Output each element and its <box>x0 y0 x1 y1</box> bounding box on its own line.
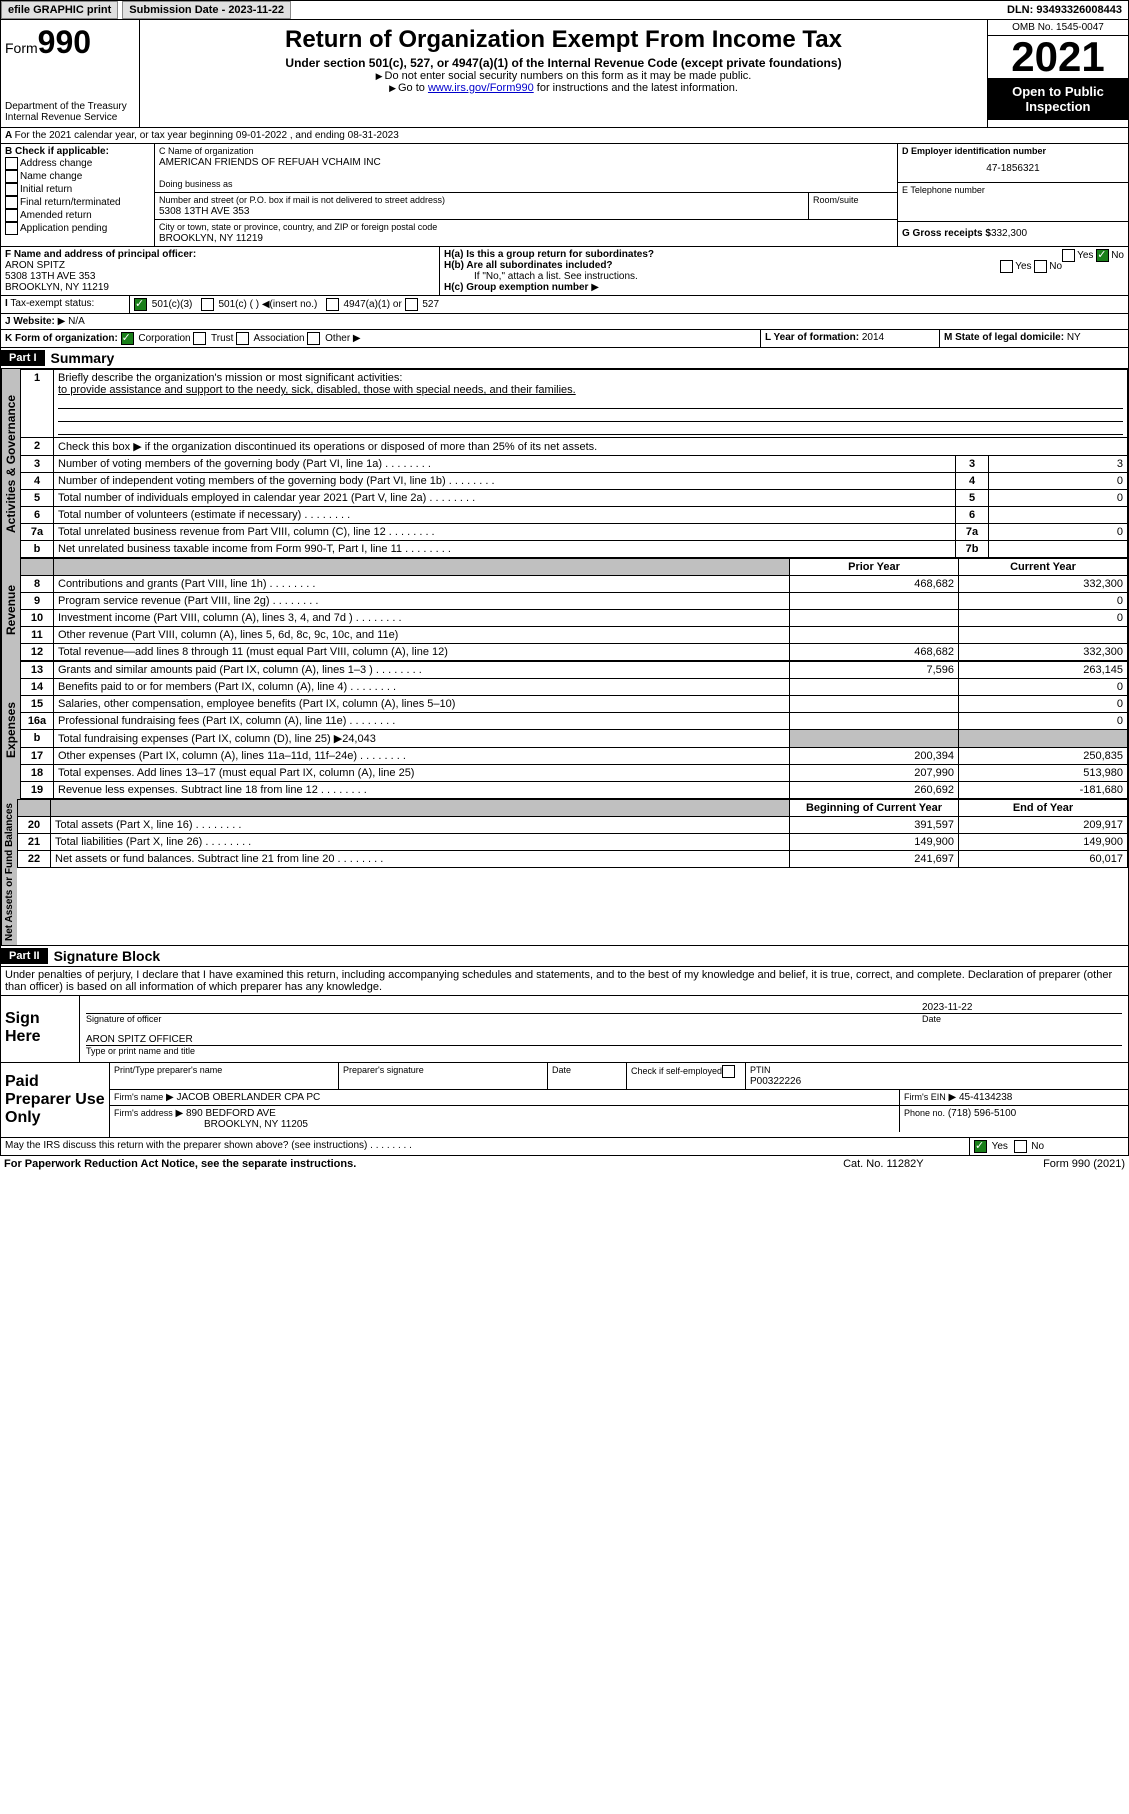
part2-hdr: Part II <box>1 948 48 964</box>
open-public: Open to Public Inspection <box>988 78 1128 120</box>
dept: Department of the Treasury <box>5 101 135 112</box>
sec-revenue: Revenue Prior YearCurrent Year 8Contribu… <box>0 558 1129 661</box>
top-bar: efile GRAPHIC print Submission Date - 20… <box>0 0 1129 20</box>
bcdefg-row: B Check if applicable: Address change Na… <box>0 144 1129 247</box>
part1-hdr: Part I <box>1 350 45 366</box>
sec-netassets: Net Assets or Fund Balances Beginning of… <box>0 799 1129 946</box>
form-header: Form990 Department of the Treasury Inter… <box>0 20 1129 128</box>
footer: For Paperwork Reduction Act Notice, see … <box>0 1156 1129 1172</box>
b-label: B Check if applicable: <box>5 146 109 157</box>
declaration: Under penalties of perjury, I declare th… <box>0 967 1129 996</box>
paid-preparer: Paid Preparer Use Only Print/Type prepar… <box>0 1063 1129 1138</box>
form-no: Form990 <box>5 24 135 61</box>
sec-activities: Activities & Governance 1Briefly describ… <box>0 369 1129 558</box>
submission-date: Submission Date - 2023-11-22 <box>122 1 291 19</box>
note2: Go to www.irs.gov/Form990 for instructio… <box>144 82 983 94</box>
sign-here: Sign Here 2023-11-22 Signature of office… <box>0 996 1129 1063</box>
efile-btn[interactable]: efile GRAPHIC print <box>1 1 118 19</box>
irs-link[interactable]: www.irs.gov/Form990 <box>428 82 534 94</box>
form-title: Return of Organization Exempt From Incom… <box>144 26 983 54</box>
form-sub: Under section 501(c), 527, or 4947(a)(1)… <box>144 56 983 70</box>
dln: DLN: 93493326008443 <box>1001 2 1128 18</box>
line-a: A For the 2021 calendar year, or tax yea… <box>0 128 1129 144</box>
sec-expenses: Expenses 13Grants and similar amounts pa… <box>0 661 1129 799</box>
irs: Internal Revenue Service <box>5 112 135 123</box>
fh-row: F Name and address of principal officer:… <box>0 247 1129 296</box>
note1: Do not enter social security numbers on … <box>144 70 983 82</box>
tax-year: 2021 <box>988 36 1128 78</box>
